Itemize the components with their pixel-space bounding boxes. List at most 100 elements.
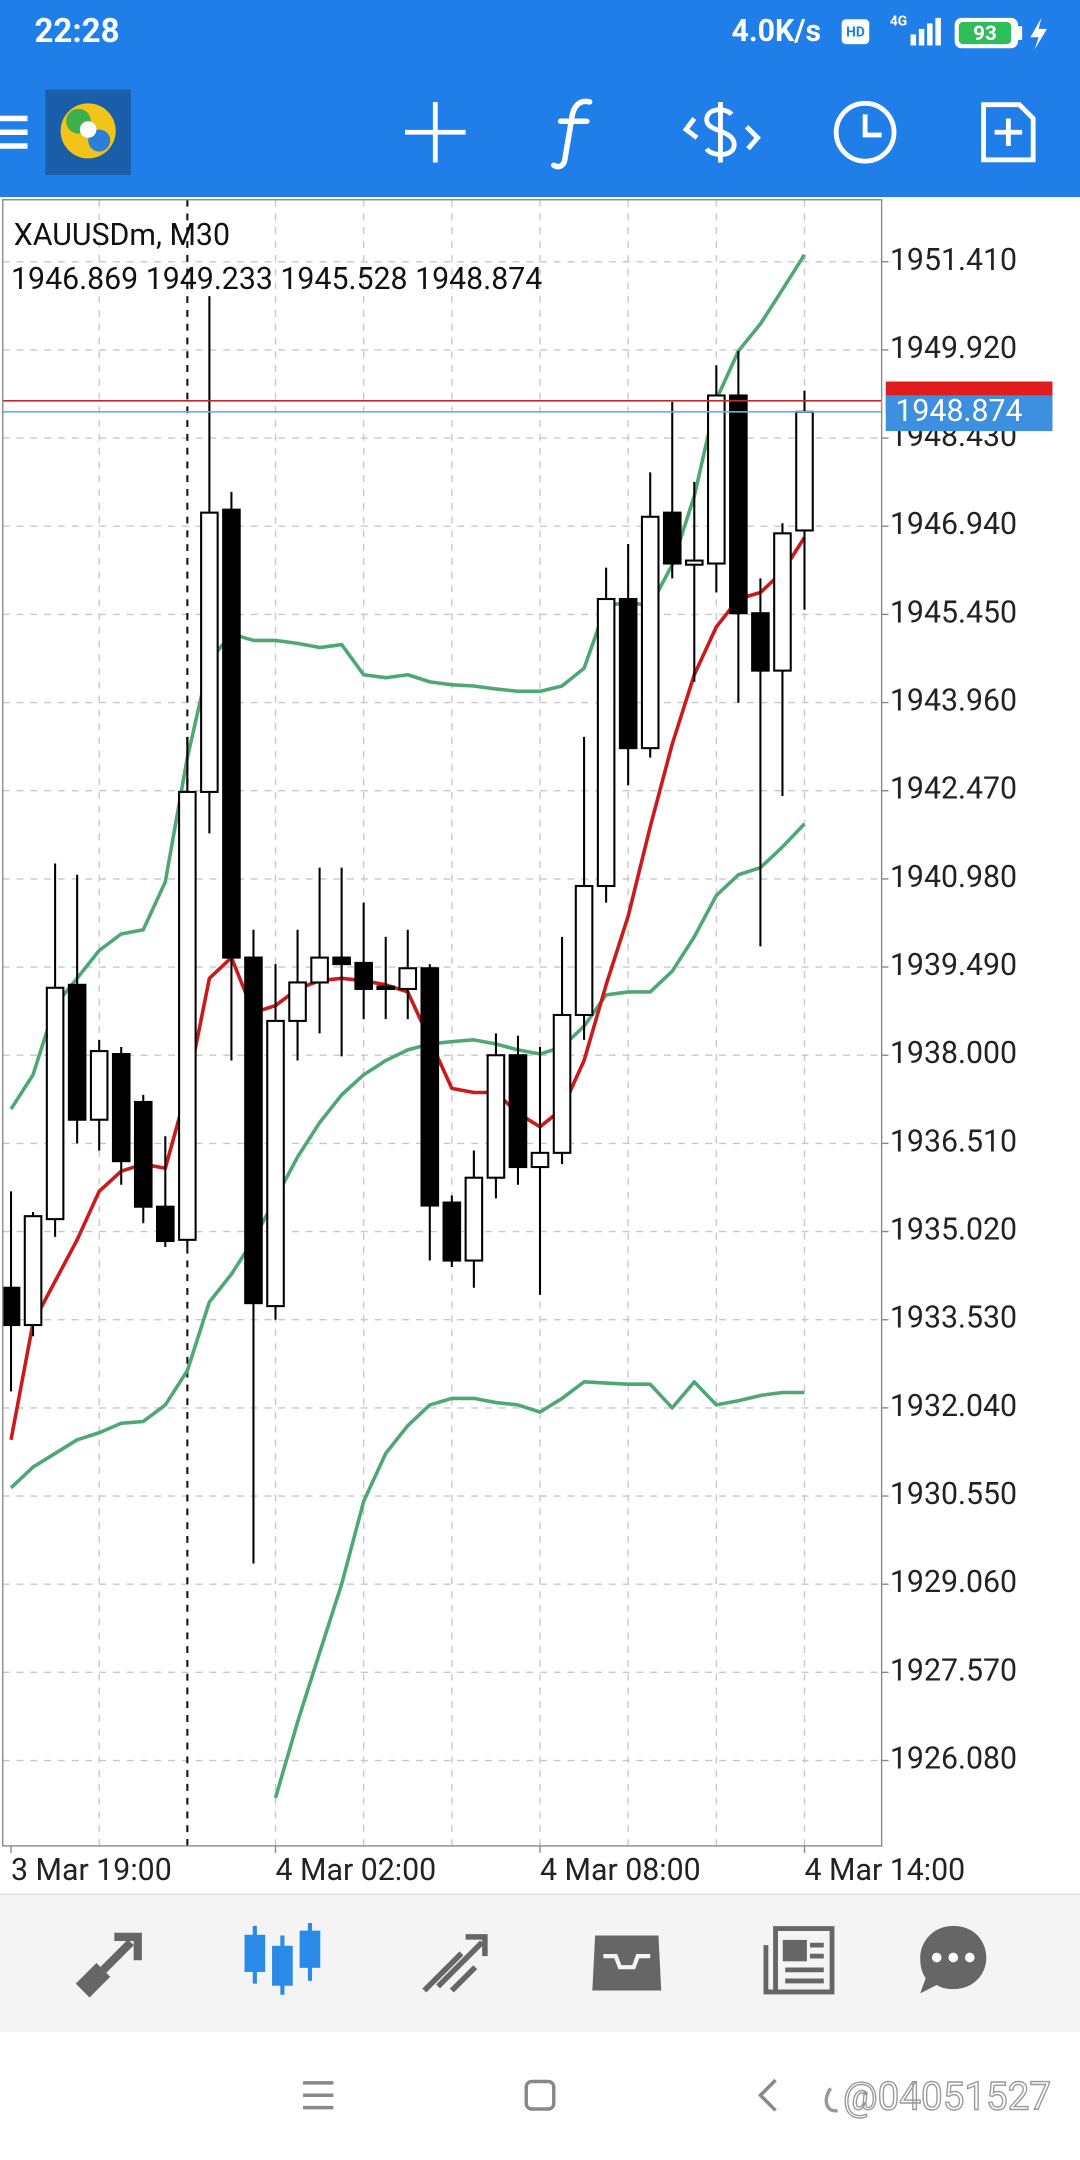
y-tick-label: 1932.040 [890, 1389, 1017, 1424]
y-tick-label: 1936.510 [890, 1124, 1017, 1159]
watermark-icon [824, 2087, 838, 2113]
menu-button[interactable] [0, 115, 28, 149]
ohlc-label: 1946.869 1949.233 1945.528 1948.874 [11, 262, 542, 297]
x-tick-label: 3 Mar 19:00 [11, 1853, 172, 1888]
network-speed: 4.0K/s [731, 14, 821, 49]
candle-body [618, 597, 638, 750]
y-tick-label: 1942.470 [890, 772, 1017, 807]
bid-price-label: 1948.874 [895, 394, 1022, 429]
candle-body [486, 1054, 506, 1179]
y-tick-label: 1927.570 [890, 1653, 1017, 1688]
trade-tab[interactable] [422, 1934, 488, 1993]
clock: 22:28 [34, 12, 119, 51]
indicator-line [9, 822, 806, 1490]
network-type: 4G [890, 14, 907, 30]
news-tab[interactable] [763, 1926, 835, 1995]
candle-body [89, 1050, 109, 1121]
x-tick-label: 4 Mar 14:00 [804, 1853, 965, 1888]
candle-body [133, 1100, 153, 1208]
back-key[interactable] [757, 2078, 777, 2112]
y-tick-label: 1949.920 [890, 331, 1017, 366]
candle-body [266, 1019, 285, 1308]
system-nav [0, 2031, 1080, 2160]
candle-body [244, 956, 263, 1305]
x-tick-label: 4 Mar 08:00 [540, 1853, 701, 1888]
chart-tab[interactable] [244, 1923, 321, 1995]
app-logo[interactable] [45, 89, 131, 175]
candle-body [729, 394, 748, 615]
candle-body [464, 1176, 484, 1262]
plot [2, 253, 882, 1799]
bottom-nav [0, 1894, 1080, 2032]
candle-body [23, 1215, 43, 1327]
axes: 1951.4101949.9201948.4301946.9401945.450… [10, 243, 1053, 1888]
candle-body [442, 1201, 462, 1262]
candle-body [707, 394, 726, 565]
candle-body [45, 986, 65, 1221]
y-tick-label: 1943.960 [890, 684, 1017, 719]
watermark: @04051527 [843, 2075, 1051, 2120]
chat-tab[interactable] [920, 1925, 987, 1994]
indicators-button[interactable] [551, 98, 593, 170]
crosshair-button[interactable] [405, 101, 466, 163]
candle-body [684, 559, 704, 566]
plot-border [2, 199, 883, 1847]
candle-body [200, 511, 219, 793]
candle-body [640, 515, 660, 750]
y-tick-label: 1940.980 [890, 860, 1017, 895]
candle-body [662, 511, 682, 565]
y-tick-label: 1929.060 [890, 1565, 1017, 1600]
y-tick-label: 1939.490 [890, 948, 1017, 983]
candle-body [67, 983, 87, 1121]
history-button[interactable] [833, 100, 897, 164]
hd-label: HD [846, 25, 865, 41]
candle-body [398, 967, 418, 990]
symbol-title: XAUUSDm, M30 [14, 218, 230, 253]
candle-body [751, 612, 770, 672]
candle-body [332, 956, 351, 966]
y-tick-label: 1926.080 [890, 1742, 1017, 1777]
candle-body [354, 961, 373, 990]
battery-level [958, 22, 1012, 45]
candle-body [2, 1286, 21, 1327]
new-order-button[interactable] [981, 102, 1036, 163]
candle-body [310, 956, 329, 984]
battery-tip [1018, 26, 1023, 40]
y-tick-label: 1951.410 [890, 243, 1017, 278]
indicator-line [273, 1380, 805, 1799]
candle-body [530, 1151, 550, 1169]
charging-icon [1030, 17, 1047, 50]
candle-body [156, 1205, 175, 1243]
y-tick-label: 1946.940 [890, 507, 1017, 542]
y-tick-label: 1938.000 [890, 1036, 1017, 1071]
bid-price-box [885, 395, 1053, 432]
signal-icon [910, 17, 941, 46]
quotes-tab[interactable] [75, 1932, 142, 1998]
candle-body [508, 1054, 528, 1169]
y-tick-label: 1930.550 [890, 1477, 1017, 1512]
y-tick-label: 1935.020 [890, 1213, 1017, 1248]
candle-body [288, 981, 307, 1022]
candle-body [376, 985, 396, 990]
menu-key[interactable] [303, 2081, 334, 2110]
history-tab[interactable] [592, 1935, 662, 1991]
candle-body [111, 1053, 131, 1163]
candle-body [222, 508, 241, 959]
x-tick-label: 4 Mar 02:00 [276, 1853, 437, 1888]
candle-body [420, 967, 440, 1207]
candle-body [178, 790, 197, 1241]
candle-body [552, 1013, 572, 1154]
battery-percent: 93 [973, 22, 997, 46]
hd-badge [841, 19, 870, 45]
candle-body [795, 410, 814, 532]
candle-body [574, 884, 594, 1017]
candle-body [596, 597, 616, 888]
candle-body [773, 532, 792, 672]
app-bar [0, 0, 1080, 197]
trade-button[interactable] [682, 101, 761, 163]
y-tick-label: 1933.530 [890, 1301, 1017, 1336]
home-key[interactable] [524, 2079, 556, 2111]
y-tick-label: 1945.450 [890, 595, 1017, 630]
